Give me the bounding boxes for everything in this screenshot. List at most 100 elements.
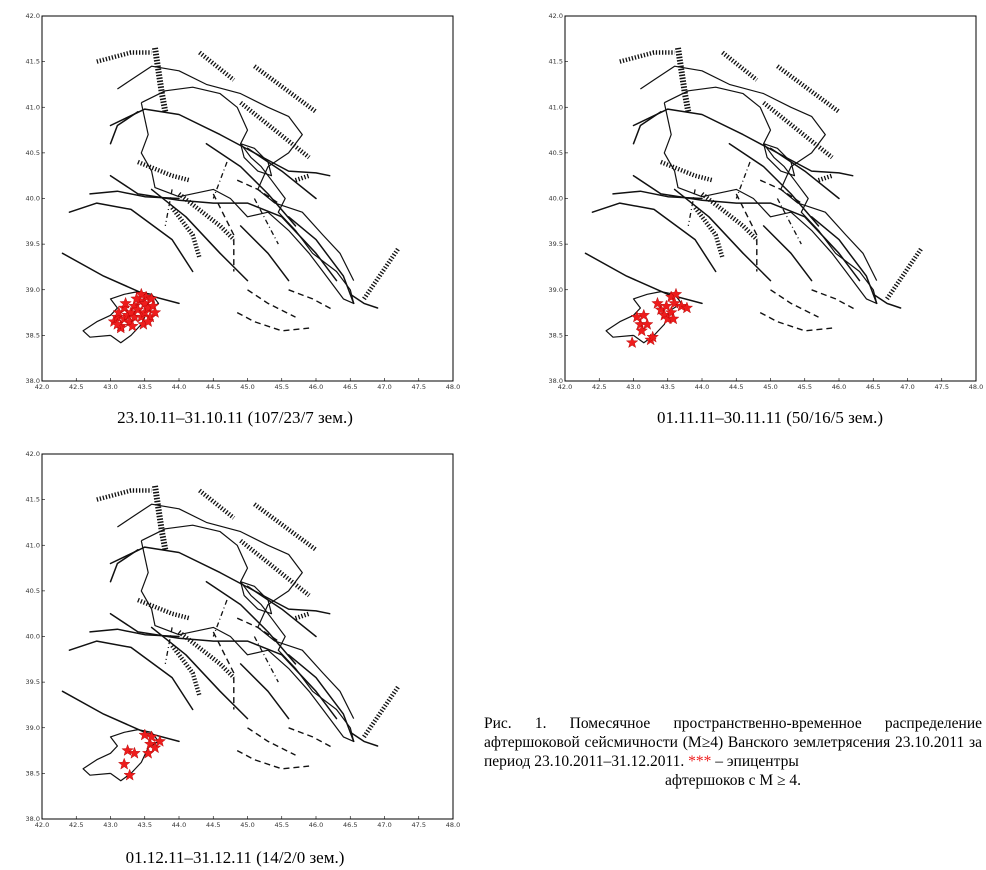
- thrust-zone: [693, 206, 725, 259]
- epicenter-star: [148, 306, 162, 318]
- map-frame: [564, 15, 977, 382]
- suspected-fault: [253, 198, 279, 245]
- y-tick-label: 41.0: [26, 103, 40, 111]
- x-tick-label: 42.5: [69, 383, 83, 391]
- inferred-fault: [236, 311, 310, 332]
- panel-3-caption: 01.12.11–31.12.11 (14/2/0 зем.): [125, 848, 345, 867]
- epicenters: [625, 287, 694, 348]
- y-tick-label: 40.0: [26, 633, 40, 641]
- inferred-fault: [735, 193, 758, 272]
- epicenter-star: [123, 768, 136, 781]
- x-tick-label: 43.0: [103, 821, 117, 829]
- thrust-zone: [198, 50, 236, 82]
- x-tick-label: 44.0: [172, 821, 186, 829]
- epicenters: [107, 287, 162, 334]
- y-tick-label: 38.0: [549, 377, 563, 385]
- x-tick-label: 44.5: [206, 821, 220, 829]
- fault-lines: [61, 47, 401, 344]
- y-tick-label: 38.0: [26, 377, 40, 385]
- inferred-fault: [759, 179, 802, 204]
- epicenter-star: [141, 315, 155, 327]
- y-tick-label: 41.0: [26, 541, 40, 549]
- state-border: [640, 65, 878, 281]
- epicenter-star: [664, 306, 678, 318]
- suspected-fault: [212, 161, 228, 199]
- x-tick-label: 46.0: [309, 383, 323, 391]
- epicenter-star: [148, 741, 162, 754]
- x-tick-label: 44.5: [729, 383, 743, 391]
- y-tick-label: 42.0: [549, 12, 563, 20]
- epicenter-star: [640, 317, 654, 330]
- inferred-fault: [770, 289, 819, 318]
- x-tick-label: 47.0: [377, 383, 391, 391]
- x-tick-label: 43.5: [138, 383, 152, 391]
- y-tick-label: 38.0: [26, 815, 40, 823]
- x-tick-label: 43.5: [138, 821, 152, 829]
- thrust-zone: [253, 502, 318, 552]
- x-tick-label: 47.0: [900, 383, 914, 391]
- epicenter-star: [153, 734, 167, 747]
- legend-last-line: афтершоков с M ≥ 4.: [664, 772, 802, 789]
- epicenter-star: [121, 744, 134, 756]
- thrust-zone: [619, 50, 675, 64]
- lake-van-outline: [82, 729, 160, 782]
- inferred-fault: [811, 289, 857, 311]
- legend-text-2: – эпицентры: [711, 753, 799, 770]
- x-tick-label: 45.0: [763, 383, 777, 391]
- thrust-zone: [721, 50, 759, 82]
- active-fault: [109, 174, 338, 282]
- epicenter-star: [138, 728, 152, 741]
- y-tick-label: 41.5: [26, 58, 40, 66]
- x-tick-label: 48.0: [446, 383, 460, 391]
- lake-van-outline: [605, 291, 683, 344]
- epicenters: [117, 728, 167, 781]
- active-fault: [150, 626, 249, 720]
- active-fault: [349, 293, 379, 309]
- x-tick-label: 44.0: [172, 383, 186, 391]
- thrust-zone: [152, 485, 169, 551]
- x-tick-label: 44.0: [695, 383, 709, 391]
- active-fault: [584, 252, 703, 305]
- map-panel-3: 42.0 42.5 43.0 43.5 44.0 44.5 45.0 45.5 46.0 46.5…: [0, 446, 468, 836]
- thrust-zone: [198, 488, 236, 520]
- x-tick-label: 46.5: [866, 383, 880, 391]
- inferred-fault: [236, 179, 279, 204]
- active-fault: [769, 147, 840, 200]
- inferred-fault: [212, 193, 235, 272]
- x-tick-label: 45.5: [798, 383, 812, 391]
- epicenter-star: [675, 299, 688, 312]
- thrust-zone: [294, 611, 310, 621]
- x-tick-label: 43.0: [626, 383, 640, 391]
- thrust-zone: [362, 247, 401, 301]
- fault-lines: [584, 47, 924, 344]
- thrust-zone: [675, 47, 692, 113]
- map-frame: [41, 453, 454, 820]
- x-tick-label: 46.5: [343, 821, 357, 829]
- thrust-zone: [170, 644, 202, 697]
- map-1: 42.0 42.5 43.0 43.5 44.0 44.5 45.0 45.5 46.0 46.5…: [26, 12, 461, 391]
- thrust-zone: [152, 47, 169, 113]
- active-fault: [810, 216, 878, 305]
- x-tick-label: 42.0: [558, 383, 572, 391]
- y-tick-label: 42.0: [26, 450, 40, 458]
- active-fault: [246, 147, 317, 200]
- active-fault: [68, 202, 194, 273]
- map-2: 42.0 42.5 43.0 43.5 44.0 44.5 45.0 45.5 46.0 46.5…: [549, 12, 984, 391]
- active-fault: [68, 640, 194, 711]
- y-tick-label: 39.0: [549, 286, 563, 294]
- epicenter-star: [635, 324, 648, 337]
- y-tick-label: 38.5: [549, 331, 563, 339]
- x-tick-label: 42.0: [35, 821, 49, 829]
- inferred-fault: [236, 617, 279, 642]
- thrust-zone: [239, 538, 311, 598]
- active-fault: [872, 293, 902, 309]
- epicenter-star: [680, 301, 694, 314]
- epicenter-star: [660, 299, 673, 312]
- thrust-zone: [239, 100, 311, 160]
- x-tick-label: 47.5: [412, 821, 426, 829]
- x-tick-label: 43.5: [661, 383, 675, 391]
- map-frame: [41, 15, 454, 382]
- active-fault: [632, 111, 662, 145]
- x-tick-label: 45.0: [240, 821, 254, 829]
- map-panel-2: 42.0 42.5 43.0 43.5 44.0 44.5 45.0 45.5 46.0 46.5…: [523, 8, 986, 398]
